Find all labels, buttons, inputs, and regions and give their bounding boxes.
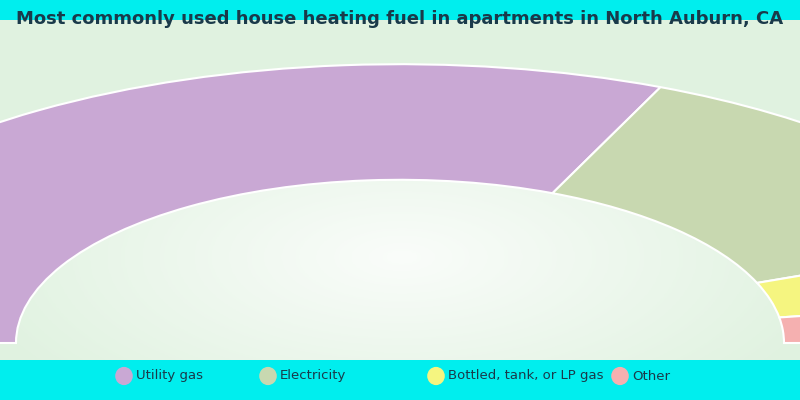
- Text: Utility gas: Utility gas: [136, 370, 203, 382]
- Text: Electricity: Electricity: [280, 370, 346, 382]
- Ellipse shape: [259, 367, 277, 385]
- Wedge shape: [757, 240, 800, 318]
- Ellipse shape: [115, 367, 133, 385]
- Wedge shape: [0, 64, 661, 343]
- Text: Most commonly used house heating fuel in apartments in North Auburn, CA: Most commonly used house heating fuel in…: [17, 10, 783, 28]
- Wedge shape: [779, 299, 800, 343]
- Text: Bottled, tank, or LP gas: Bottled, tank, or LP gas: [448, 370, 603, 382]
- Ellipse shape: [611, 367, 629, 385]
- Wedge shape: [553, 87, 800, 283]
- Text: Other: Other: [632, 370, 670, 382]
- Ellipse shape: [427, 367, 445, 385]
